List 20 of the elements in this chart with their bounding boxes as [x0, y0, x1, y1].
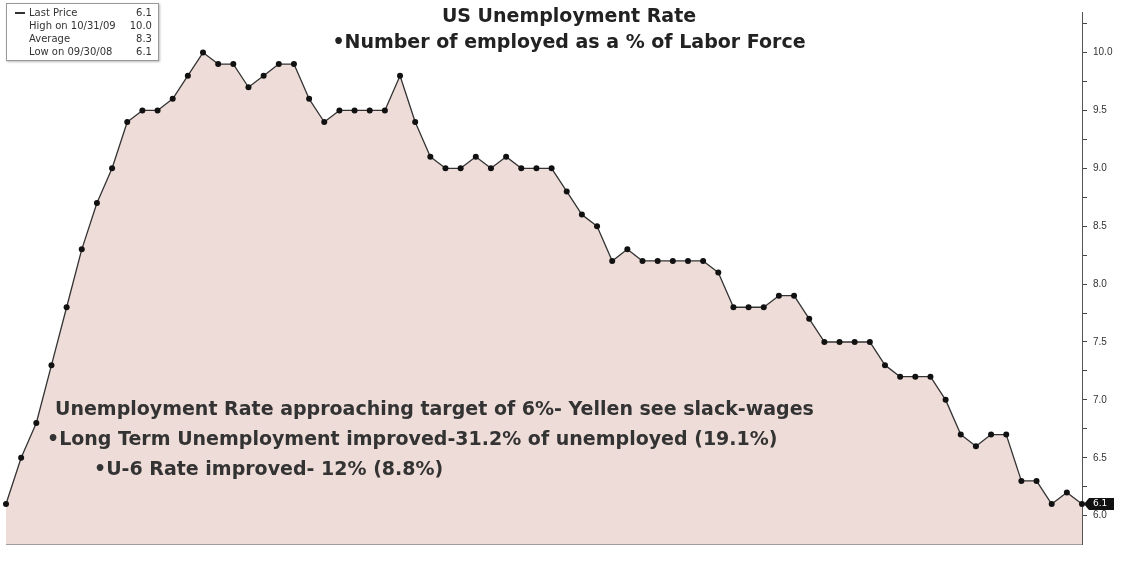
annotation: Unemployment Rate approaching target of 6%- Yellen see slack-wages — [55, 397, 814, 419]
annotation: •Long Term Unemployment improved-31.2% of unemployed (19.1%) — [47, 427, 778, 449]
text: High on 10/31/09 10.0 — [29, 20, 152, 31]
y-tick-label: 9.5 — [1093, 104, 1108, 116]
text: Low on 09/30/08 6.1 — [29, 46, 152, 57]
chart-title: US Unemployment Rate — [441, 4, 697, 26]
annotation: •U-6 Rate improved- 12% (8.8%) — [94, 457, 444, 479]
text: 6.1 — [136, 7, 152, 18]
y-tick-label: 7.0 — [1093, 393, 1108, 405]
y-tick-label: 7.5 — [1093, 335, 1108, 347]
text: •Number of employed as a % of Labor Force — [332, 30, 806, 52]
text: Average 8.3 — [29, 33, 152, 44]
y-tick-label: 8.5 — [1093, 219, 1108, 231]
y-tick-label: 10.0 — [1093, 46, 1113, 58]
legend-label: Last Price — [28, 6, 78, 19]
y-tick-label: 8.0 — [1093, 277, 1108, 289]
y-tick-label: 6.0 — [1093, 509, 1108, 521]
y-tick-label: 6.5 — [1093, 451, 1108, 463]
y-tick-label: 9.0 — [1093, 162, 1108, 174]
annotation: 6.1 — [1093, 498, 1108, 509]
